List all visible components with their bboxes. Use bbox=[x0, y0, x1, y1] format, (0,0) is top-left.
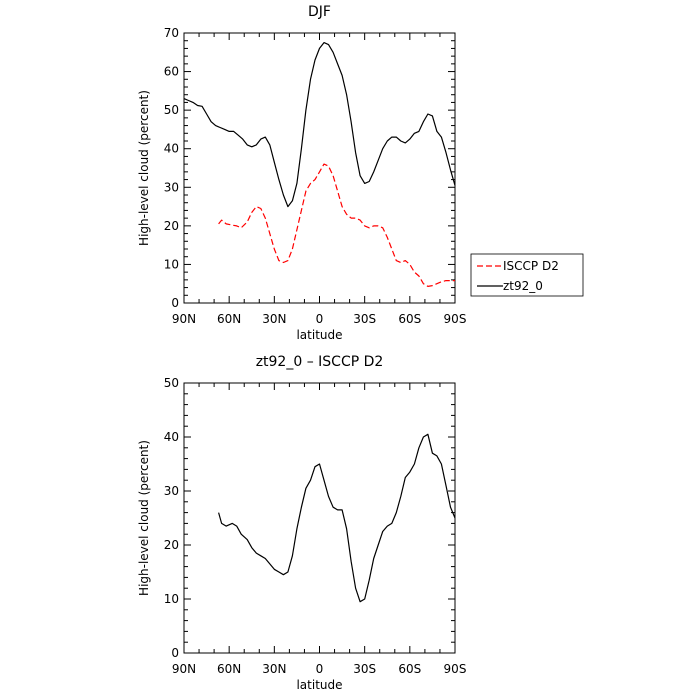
y-tick-label: 30 bbox=[164, 180, 179, 194]
y-tick-label: 30 bbox=[164, 484, 179, 498]
series-line-0 bbox=[218, 433, 456, 603]
x-tick-label: 30N bbox=[262, 312, 286, 326]
chart-difference: 90N 60N 30N 0 30S 60S 90S 0 10 20 30 40 50 zt92_0 – I… bbox=[137, 354, 466, 692]
x-tick-label: 90N bbox=[172, 312, 196, 326]
y-tick-label: 0 bbox=[171, 296, 179, 310]
legend-entry: zt92_0 bbox=[503, 279, 543, 293]
y-tick-label: 40 bbox=[164, 142, 179, 156]
chart-djf: 90N 60N 30N 0 30S 60S 90S 0 10 20 30 40 50 60 70 DJF lat… bbox=[137, 4, 466, 342]
x-tick-label: 30N bbox=[262, 662, 286, 676]
x-tick-label: 30S bbox=[353, 312, 376, 326]
chart-title: zt92_0 – ISCCP D2 bbox=[256, 354, 384, 370]
x-tick-label: 30S bbox=[353, 662, 376, 676]
x-tick-label: 0 bbox=[316, 312, 324, 326]
plot-frame bbox=[183, 382, 456, 654]
y-tick-label: 10 bbox=[164, 592, 179, 606]
x-axis-label: latitude bbox=[296, 328, 342, 342]
y-tick-label: 70 bbox=[164, 26, 179, 40]
series-line-0 bbox=[218, 163, 455, 287]
plot-frame bbox=[183, 32, 456, 304]
x-tick-label: 90N bbox=[172, 662, 196, 676]
y-axis-label: High-level cloud (percent) bbox=[137, 90, 151, 246]
x-tick-label: 60S bbox=[398, 662, 421, 676]
y-tick-label: 40 bbox=[164, 430, 179, 444]
series-line-1 bbox=[183, 41, 456, 208]
y-tick-label: 50 bbox=[164, 103, 179, 117]
y-tick-label: 0 bbox=[171, 646, 179, 660]
y-tick-label: 20 bbox=[164, 538, 179, 552]
y-tick-label: 20 bbox=[164, 219, 179, 233]
legend: ISCCP D2 zt92_0 bbox=[470, 253, 584, 297]
x-tick-label: 60N bbox=[217, 662, 241, 676]
x-tick-label: 90S bbox=[444, 312, 467, 326]
x-tick-label: 0 bbox=[316, 662, 324, 676]
x-axis-label: latitude bbox=[296, 678, 342, 692]
x-tick-label: 60S bbox=[398, 312, 421, 326]
y-axis-label: High-level cloud (percent) bbox=[137, 440, 151, 596]
y-tick-label: 10 bbox=[164, 257, 179, 271]
y-tick-label: 50 bbox=[164, 376, 179, 390]
chart-title: DJF bbox=[308, 4, 331, 20]
y-tick-label: 60 bbox=[164, 65, 179, 79]
legend-entry: ISCCP D2 bbox=[503, 259, 559, 273]
legend-box bbox=[470, 253, 584, 297]
x-tick-label: 60N bbox=[217, 312, 241, 326]
x-tick-label: 90S bbox=[444, 662, 467, 676]
